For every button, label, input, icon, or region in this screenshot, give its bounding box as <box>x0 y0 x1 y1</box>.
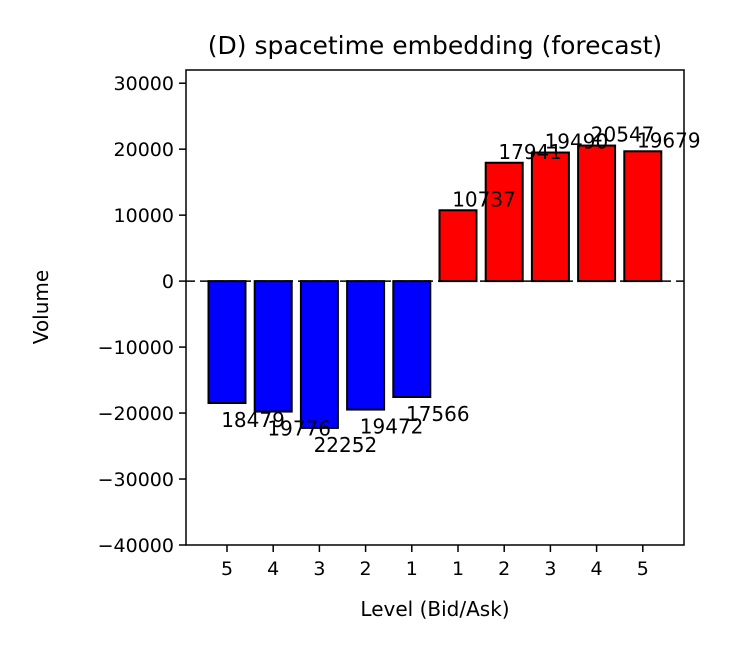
x-tick-label: 1 <box>452 558 464 580</box>
y-axis-ticks: −40000 −30000 −20000 −10000 0 10000 20000 30000 <box>98 73 186 557</box>
bar-value-label: 19776 <box>267 417 331 441</box>
bar-value-label: 10737 <box>452 187 516 211</box>
x-tick-label: 4 <box>591 558 603 580</box>
x-tick-label: 5 <box>637 558 649 580</box>
bid-bar <box>253 280 293 413</box>
bar-value-label: 22252 <box>314 433 378 457</box>
bar-value-label: 19679 <box>637 128 701 152</box>
ask-bar <box>438 209 478 283</box>
x-tick-label: 2 <box>498 558 510 580</box>
chart-title: (D) spacetime embedding (forecast) <box>208 31 662 60</box>
ask-bar <box>484 161 524 283</box>
y-tick-label: 0 <box>162 271 174 293</box>
y-tick-label: −10000 <box>98 337 174 359</box>
y-tick-label: −20000 <box>98 403 174 425</box>
x-tick-label: 3 <box>544 558 556 580</box>
bid-bar <box>346 280 386 411</box>
y-tick-label: −40000 <box>98 535 174 557</box>
x-tick-label: 2 <box>360 558 372 580</box>
y-tick-label: 20000 <box>114 139 174 161</box>
y-tick-label: −30000 <box>98 469 174 491</box>
ask-bar <box>577 144 617 283</box>
bid-bar <box>392 280 432 398</box>
bid-bar <box>207 280 247 405</box>
ask-bar <box>530 151 570 283</box>
bar-value-label: 19472 <box>360 415 424 439</box>
bar-value-label: 20547 <box>591 123 655 147</box>
x-axis-ticks: 5 4 3 2 1 1 2 3 4 5 <box>221 545 649 580</box>
bar-value-label: 17941 <box>498 140 562 164</box>
bars <box>207 144 663 429</box>
y-tick-label: 10000 <box>114 205 174 227</box>
ask-bar <box>623 150 663 283</box>
x-axis-label: Level (Bid/Ask) <box>360 597 509 621</box>
x-tick-label: 3 <box>313 558 325 580</box>
x-tick-label: 5 <box>221 558 233 580</box>
y-tick-label: 30000 <box>114 73 174 95</box>
x-tick-label: 4 <box>267 558 279 580</box>
x-tick-label: 1 <box>406 558 418 580</box>
bar-value-label: 19490 <box>545 130 609 154</box>
plot-frame <box>185 69 685 546</box>
bar-value-label: 18479 <box>221 408 285 432</box>
y-axis-label: Volume <box>29 270 53 344</box>
bid-bar <box>299 280 339 429</box>
bar-value-label: 17566 <box>406 402 470 426</box>
